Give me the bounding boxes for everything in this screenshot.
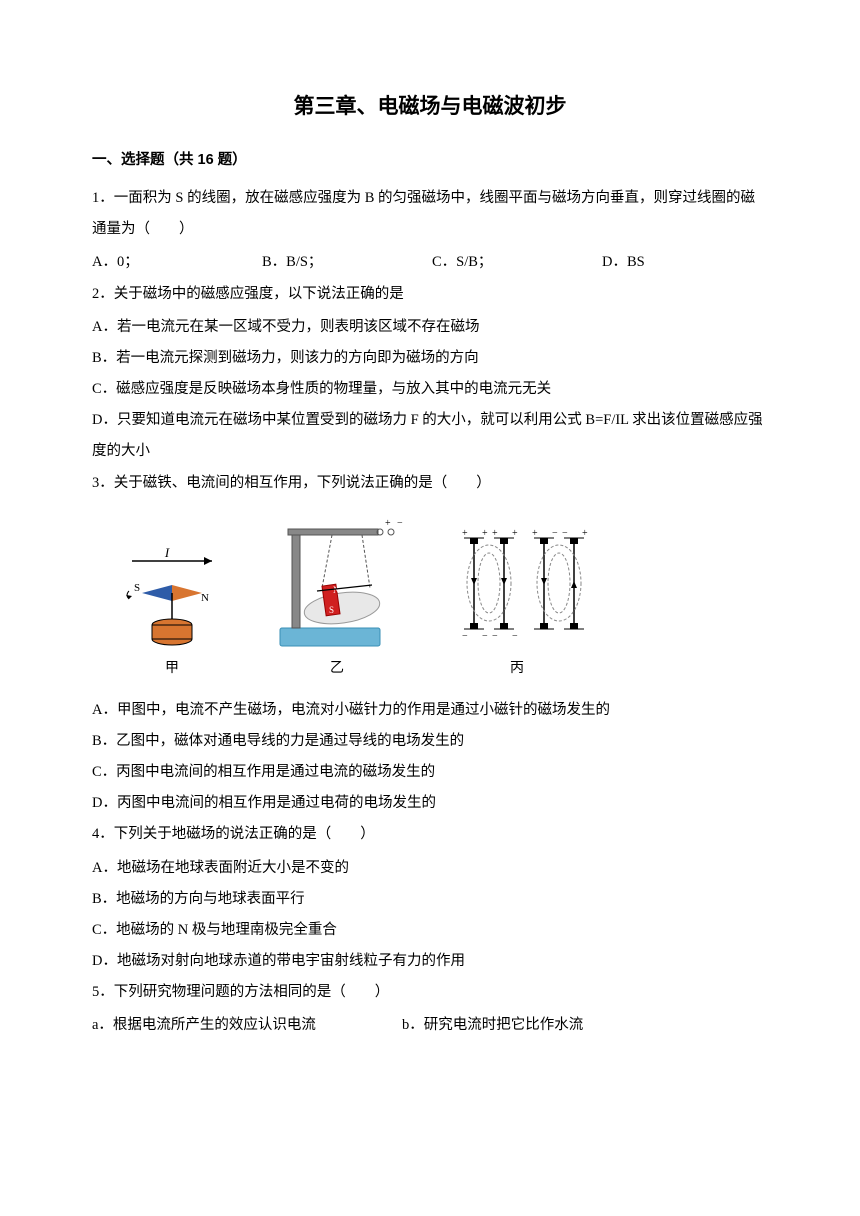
svg-text:S: S — [134, 582, 140, 594]
svg-text:+: + — [385, 518, 391, 529]
q5-sub-a: a．根据电流所产生的效应认识电流 — [92, 1010, 402, 1041]
svg-text:N: N — [201, 592, 209, 604]
figure-jia: I N S 甲 — [112, 543, 232, 677]
q3-stem: 3．关于磁铁、电流间的相互作用，下列说法正确的是（ ） — [92, 468, 768, 499]
svg-text:−: − — [562, 528, 568, 539]
q2-opt-c: C．磁感应强度是反映磁场本身性质的物理量，与放入其中的电流元无关 — [92, 374, 768, 405]
svg-text:−: − — [482, 631, 488, 642]
svg-text:+: + — [482, 528, 488, 539]
svg-text:−: − — [397, 518, 403, 529]
q4-opt-a: A．地磁场在地球表面附近大小是不变的 — [92, 853, 768, 884]
figure-yi: + − N S 乙 — [262, 513, 412, 677]
q1-opt-c: C．S/B； — [432, 247, 602, 278]
svg-text:+: + — [512, 528, 518, 539]
q3-opt-a: A．甲图中，电流不产生磁场，电流对小磁针力的作用是通过小磁针的磁场发生的 — [92, 695, 768, 726]
q1-options: A．0； B．B/S； C．S/B； D．BS — [92, 247, 768, 278]
q1-opt-b: B．B/S； — [262, 247, 432, 278]
q4-opt-b: B．地磁场的方向与地球表面平行 — [92, 884, 768, 915]
q3-opt-b: B．乙图中，磁体对通电导线的力是通过导线的电场发生的 — [92, 726, 768, 757]
svg-text:+: + — [492, 528, 498, 539]
q2-stem: 2．关于磁场中的磁感应强度，以下说法正确的是 — [92, 279, 768, 310]
svg-text:−: − — [512, 631, 518, 642]
svg-text:N: N — [333, 585, 340, 595]
compass-diagram-icon: I N S — [112, 543, 232, 653]
page-title: 第三章、电磁场与电磁波初步 — [92, 90, 768, 120]
q2-opt-b: B．若一电流元探测到磁场力，则该力的方向即为磁场的方向 — [92, 343, 768, 374]
q1-opt-a: A．0； — [92, 247, 262, 278]
q3-opt-c: C．丙图中电流间的相互作用是通过电流的磁场发生的 — [92, 757, 768, 788]
svg-text:I: I — [164, 545, 170, 560]
figure-bing: ++ −− ++ −− +− — [442, 523, 592, 677]
q3-figures: I N S 甲 + − N S — [112, 513, 768, 677]
svg-text:−: − — [492, 631, 498, 642]
svg-text:−: − — [462, 631, 468, 642]
q3-opt-d: D．丙图中电流间的相互作用是通过电荷的电场发生的 — [92, 788, 768, 819]
q5-sub-b: b．研究电流时把它比作水流 — [402, 1010, 702, 1041]
fig-label-yi: 乙 — [330, 657, 344, 677]
magnet-wire-diagram-icon: + − N S — [262, 513, 412, 653]
q1-stem: 1．一面积为 S 的线圈，放在磁感应强度为 B 的匀强磁场中，线圈平面与磁场方向… — [92, 183, 768, 245]
svg-text:+: + — [532, 528, 538, 539]
section-header: 一、选择题（共 16 题） — [92, 148, 768, 169]
fig-label-jia: 甲 — [165, 657, 179, 677]
q1-opt-d: D．BS — [602, 247, 762, 278]
q2-opt-a: A．若一电流元在某一区域不受力，则表明该区域不存在磁场 — [92, 312, 768, 343]
svg-text:S: S — [329, 605, 334, 615]
q2-opt-d: D．只要知道电流元在磁场中某位置受到的磁场力 F 的大小，就可以利用公式 B=F… — [92, 405, 768, 467]
fig-label-bing: 丙 — [510, 657, 524, 677]
svg-text:−: − — [552, 528, 558, 539]
parallel-wires-diagram-icon: ++ −− ++ −− +− — [442, 523, 592, 653]
q4-opt-d: D．地磁场对射向地球赤道的带电宇宙射线粒子有力的作用 — [92, 946, 768, 977]
q5-subitems: a．根据电流所产生的效应认识电流 b．研究电流时把它比作水流 — [92, 1010, 768, 1041]
svg-text:+: + — [582, 528, 588, 539]
q4-stem: 4．下列关于地磁场的说法正确的是（ ） — [92, 819, 768, 850]
svg-text:+: + — [462, 528, 468, 539]
q5-stem: 5．下列研究物理问题的方法相同的是（ ） — [92, 977, 768, 1008]
q4-opt-c: C．地磁场的 N 极与地理南极完全重合 — [92, 915, 768, 946]
